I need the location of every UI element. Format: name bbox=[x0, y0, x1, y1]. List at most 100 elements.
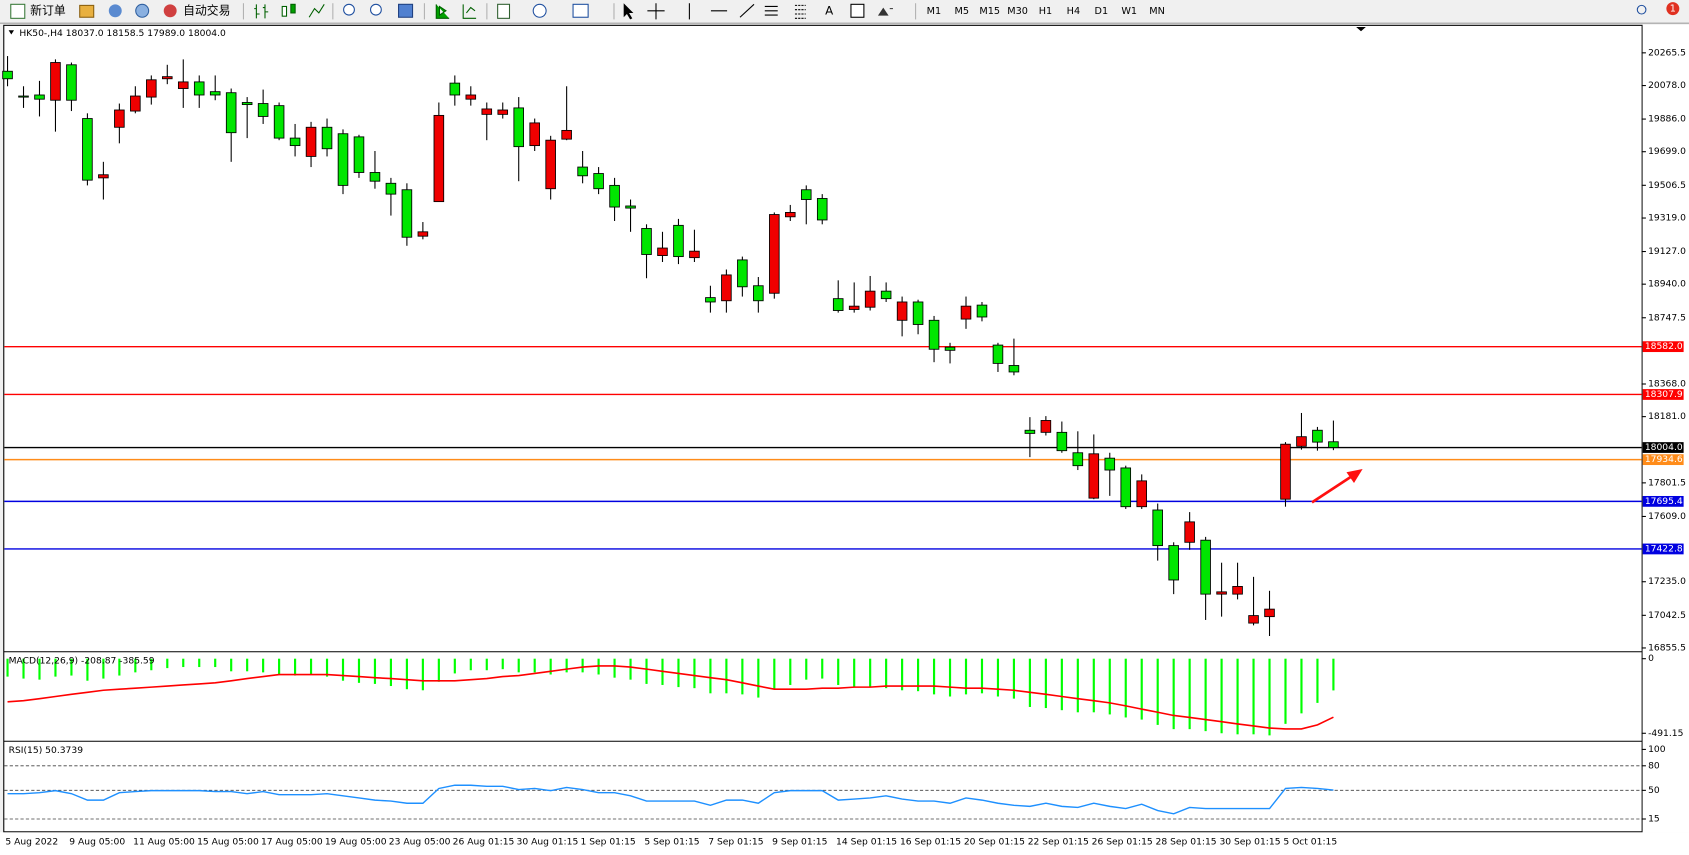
candle-body bbox=[1040, 420, 1052, 433]
bar-chart-icon[interactable] bbox=[254, 4, 269, 19]
candle-body bbox=[737, 259, 748, 288]
candle-body bbox=[1232, 586, 1243, 595]
label-tool[interactable] bbox=[850, 3, 865, 18]
price-level-tag bbox=[1642, 389, 1684, 400]
candle-body bbox=[2, 70, 13, 80]
macd-bar bbox=[1060, 658, 1063, 711]
macd-bar bbox=[901, 658, 904, 691]
shapes-icon[interactable] bbox=[877, 7, 893, 16]
x-tick-label: 11 Aug 05:00 bbox=[133, 837, 195, 848]
chart-menu-triangle[interactable] bbox=[8, 30, 15, 35]
timeframe-button[interactable]: M1 bbox=[927, 6, 942, 17]
autoscroll-icon[interactable] bbox=[435, 4, 450, 19]
timeframe-button[interactable]: D1 bbox=[1094, 6, 1108, 17]
fibo-icon[interactable] bbox=[794, 4, 806, 19]
new-order-button[interactable]: 新订单 bbox=[30, 3, 66, 17]
macd-bar bbox=[693, 658, 696, 689]
candle-icon[interactable] bbox=[290, 3, 296, 14]
candle-body bbox=[1280, 443, 1291, 500]
macd-bar bbox=[757, 658, 760, 698]
macd-bar bbox=[837, 658, 840, 685]
templates-icon[interactable] bbox=[572, 3, 589, 18]
macd-bar bbox=[86, 658, 89, 681]
crosshair-icon[interactable] bbox=[647, 3, 665, 20]
macd-bar bbox=[1220, 658, 1223, 734]
timeframe-button[interactable]: W1 bbox=[1121, 6, 1137, 17]
timeframe-button[interactable]: M5 bbox=[955, 6, 970, 17]
macd-bar bbox=[214, 658, 217, 668]
candle-body bbox=[609, 184, 620, 208]
candle-body bbox=[257, 103, 269, 117]
timeframe-button[interactable]: M15 bbox=[979, 6, 1000, 17]
channel-icon[interactable] bbox=[764, 5, 778, 16]
line-icon[interactable] bbox=[308, 4, 325, 18]
text-tool[interactable]: A bbox=[825, 3, 833, 17]
timeframe-button[interactable]: MN bbox=[1149, 6, 1165, 17]
macd-bar bbox=[1316, 658, 1319, 703]
candle-body bbox=[305, 126, 317, 157]
periods-icon[interactable] bbox=[532, 3, 547, 18]
candle-body bbox=[98, 174, 109, 179]
candle-icon[interactable] bbox=[281, 5, 288, 17]
macd-bar bbox=[773, 658, 776, 690]
shift-icon[interactable] bbox=[462, 4, 477, 19]
macd-bar bbox=[533, 658, 536, 673]
icon[interactable] bbox=[108, 4, 122, 18]
candle-body bbox=[1264, 608, 1275, 618]
timeframe-button[interactable]: H4 bbox=[1067, 6, 1080, 17]
icon[interactable] bbox=[135, 3, 150, 18]
auto-trading-icon[interactable] bbox=[163, 4, 177, 18]
price-level-label: 17422.8 bbox=[1645, 543, 1683, 554]
zoom-out-icon[interactable] bbox=[370, 3, 382, 16]
price-level-tag bbox=[1642, 495, 1684, 507]
candle-body bbox=[1024, 429, 1036, 434]
icon[interactable] bbox=[79, 4, 95, 18]
notification-count: 1 bbox=[1670, 4, 1676, 15]
candle-body bbox=[785, 212, 796, 218]
cursor-icon[interactable] bbox=[623, 3, 634, 20]
macd-bar bbox=[1044, 658, 1047, 709]
zoom-in-icon[interactable] bbox=[343, 3, 355, 16]
y-tick-label: 19127.0 bbox=[1648, 246, 1686, 257]
candle-body bbox=[657, 247, 668, 256]
shift-marker[interactable] bbox=[1356, 26, 1366, 32]
price-level-tag bbox=[1642, 543, 1684, 555]
candle-body bbox=[18, 95, 29, 98]
candle-body bbox=[1328, 441, 1339, 448]
trendline-icon[interactable] bbox=[739, 3, 755, 18]
chart-title: HK50-,H4 18037.0 18158.5 17989.0 18004.0 bbox=[19, 28, 226, 39]
candle-body bbox=[193, 81, 205, 96]
macd-bar bbox=[885, 658, 888, 689]
indicators-icon[interactable] bbox=[497, 3, 511, 19]
new-order-icon[interactable] bbox=[10, 3, 26, 19]
macd-bar bbox=[805, 658, 808, 680]
timeframe-button[interactable]: H1 bbox=[1039, 6, 1052, 17]
candle-body bbox=[1104, 457, 1116, 471]
toolbar: 新订单 自动交易 A M1 M5 M15 M30 H1 H4 D1 W1 MN bbox=[0, 0, 1689, 24]
y-tick-label: 17801.5 bbox=[1648, 477, 1686, 488]
macd-bar bbox=[38, 658, 41, 680]
candle-body bbox=[449, 82, 461, 96]
tile-icon[interactable] bbox=[398, 3, 414, 18]
candle-body bbox=[1312, 429, 1323, 443]
macd-bar bbox=[549, 658, 552, 675]
macd-bar bbox=[964, 658, 968, 695]
macd-bar bbox=[1332, 658, 1335, 691]
candle-body bbox=[800, 189, 812, 200]
timeframe-button[interactable]: M30 bbox=[1007, 6, 1028, 17]
price-axis bbox=[1642, 24, 1689, 833]
macd-bar bbox=[1188, 658, 1191, 730]
candle-body bbox=[561, 129, 572, 140]
search-icon[interactable] bbox=[1636, 4, 1647, 15]
macd-bar bbox=[1092, 658, 1095, 713]
macd-bar bbox=[741, 658, 744, 695]
macd-bar bbox=[182, 658, 185, 668]
candle-body bbox=[1296, 436, 1307, 447]
candle-body bbox=[209, 91, 221, 96]
macd-bar bbox=[309, 658, 313, 675]
notification-badge[interactable] bbox=[1666, 2, 1680, 16]
auto-trading-button[interactable]: 自动交易 bbox=[183, 3, 230, 17]
macd-bar bbox=[373, 658, 377, 684]
